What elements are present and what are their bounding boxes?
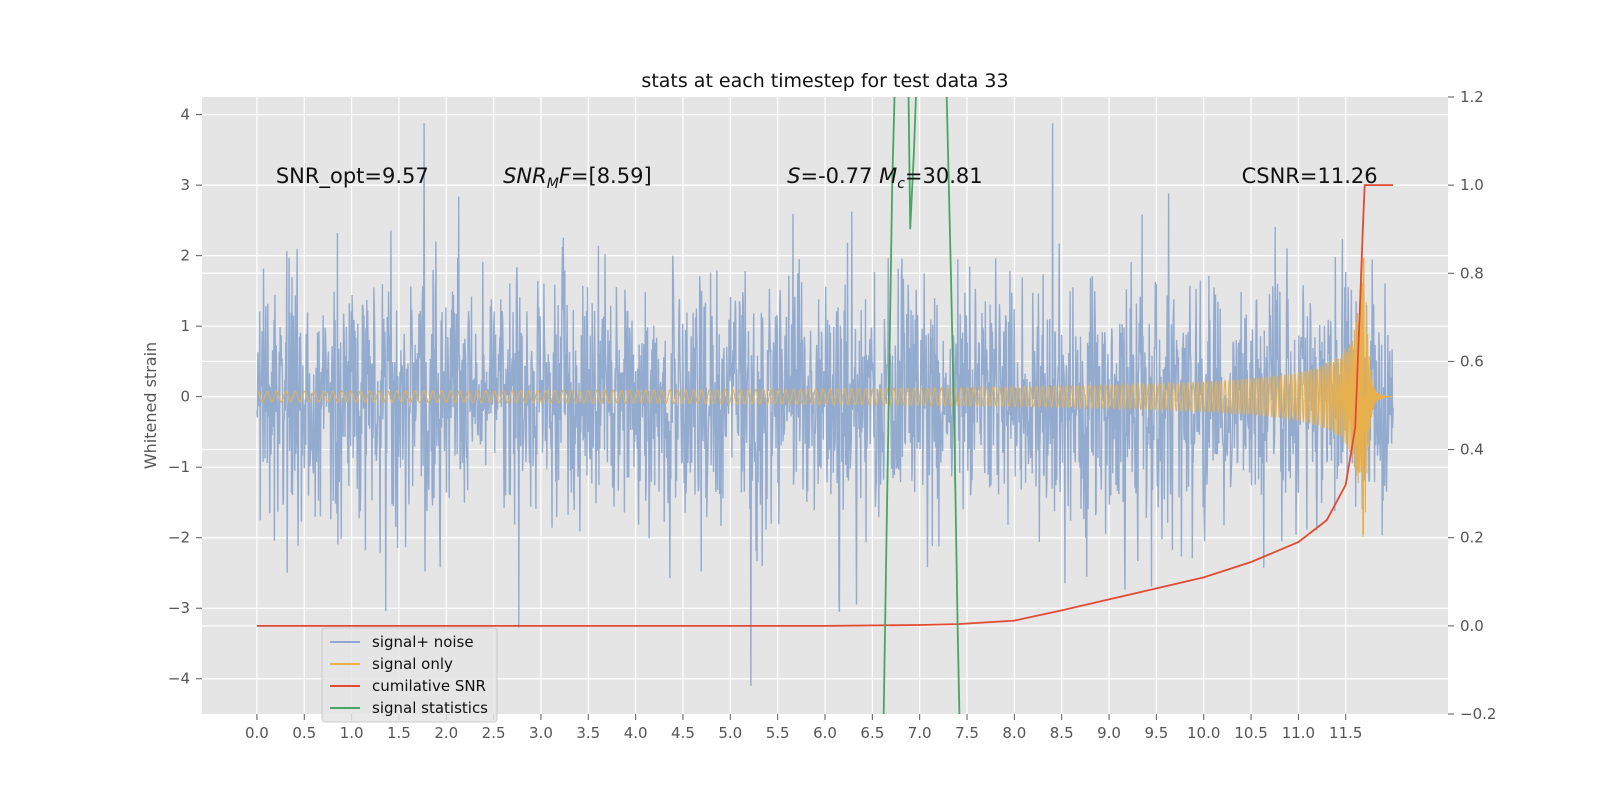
series-signal-only — [256, 257, 1394, 537]
x-tick-label: 0.5 — [292, 724, 316, 742]
x-axis: 0.0 0.5 1.0 1.5 2.0 2.5 3.0 3.5 4.0 4.5 5.0 5.5 6.0 6… — [245, 714, 1362, 742]
annotation: CSNR=11.26 — [1242, 164, 1378, 188]
y-tick-label: −2 — [168, 529, 190, 547]
annotation: SNR_opt=9.57 — [276, 164, 429, 189]
x-tick-label: 8.0 — [1002, 724, 1026, 742]
x-tick-label: 2.5 — [482, 724, 506, 742]
x-tick-label: 10.5 — [1234, 724, 1267, 742]
y2-tick-label: 1.2 — [1460, 88, 1484, 106]
x-tick-label: 9.0 — [1097, 724, 1121, 742]
annotation: SNRMF=[8.59] — [503, 164, 652, 192]
y-tick-label: 0 — [180, 388, 190, 406]
x-tick-label: 5.5 — [766, 724, 790, 742]
legend-label: signal only — [372, 655, 453, 673]
x-tick-label: 7.5 — [955, 724, 979, 742]
chart-title: stats at each timestep for test data 33 — [641, 70, 1008, 92]
y2-tick-label: 1.0 — [1460, 176, 1484, 194]
plot-area — [256, 97, 1394, 714]
legend-label: signal+ noise — [372, 633, 474, 651]
y2-tick-label: 0.4 — [1460, 441, 1484, 459]
y2-tick-label: 0.2 — [1460, 529, 1484, 547]
x-tick-label: 2.0 — [434, 724, 458, 742]
y2-tick-label: 0.6 — [1460, 352, 1484, 370]
x-tick-label: 4.0 — [624, 724, 648, 742]
x-tick-label: 6.0 — [813, 724, 837, 742]
legend-label: cumilative SNR — [372, 677, 486, 695]
y-tick-label: 1 — [180, 317, 190, 335]
y2-tick-label: −0.2 — [1460, 705, 1496, 723]
x-tick-label: 8.5 — [1050, 724, 1074, 742]
y-axis-right: 1.2 1.0 0.8 0.6 0.4 0.2 0.0 −0.2 — [1448, 88, 1496, 723]
y-tick-label: 3 — [180, 176, 190, 194]
x-tick-label: 7.0 — [908, 724, 932, 742]
legend-label: signal statistics — [372, 699, 488, 717]
x-tick-label: 0.0 — [245, 724, 269, 742]
annotations: SNR_opt=9.57 SNRMF=[8.59] S=-0.77 Mc=30.81… — [276, 164, 1378, 192]
annotation: S=-0.77 Mc=30.81 — [787, 164, 983, 192]
x-tick-label: 1.5 — [387, 724, 411, 742]
series-signal-statistics — [907, 97, 917, 230]
x-tick-label: 10.0 — [1187, 724, 1220, 742]
x-tick-label: 6.5 — [860, 724, 884, 742]
x-tick-label: 11.0 — [1282, 724, 1315, 742]
x-tick-label: 1.0 — [340, 724, 364, 742]
legend-box — [321, 627, 498, 723]
y2-tick-label: 0.8 — [1460, 264, 1484, 282]
y-tick-label: −3 — [168, 599, 190, 617]
y-tick-label: 4 — [180, 106, 190, 124]
x-tick-label: 4.5 — [671, 724, 695, 742]
y-tick-label: 2 — [180, 247, 190, 265]
legend: signal+ noise signal only cumilative SNR si… — [321, 627, 498, 723]
y-tick-label: −4 — [168, 670, 190, 688]
series-signal-statistics — [945, 97, 961, 714]
series-cumulative-snr — [256, 184, 1394, 627]
x-tick-label: 3.0 — [529, 724, 553, 742]
x-tick-label: 5.0 — [718, 724, 742, 742]
y-axis-title: Whitened strain — [141, 342, 160, 469]
x-tick-label: 9.5 — [1144, 724, 1168, 742]
y-axis-left: 4 3 2 1 0 −1 −2 −3 −4 — [168, 106, 202, 688]
y2-tick-label: 0.0 — [1460, 617, 1484, 635]
x-tick-label: 11.5 — [1329, 724, 1362, 742]
y-tick-label: −1 — [168, 458, 190, 476]
x-tick-label: 3.5 — [576, 724, 600, 742]
series-signal-statistics — [882, 97, 896, 714]
